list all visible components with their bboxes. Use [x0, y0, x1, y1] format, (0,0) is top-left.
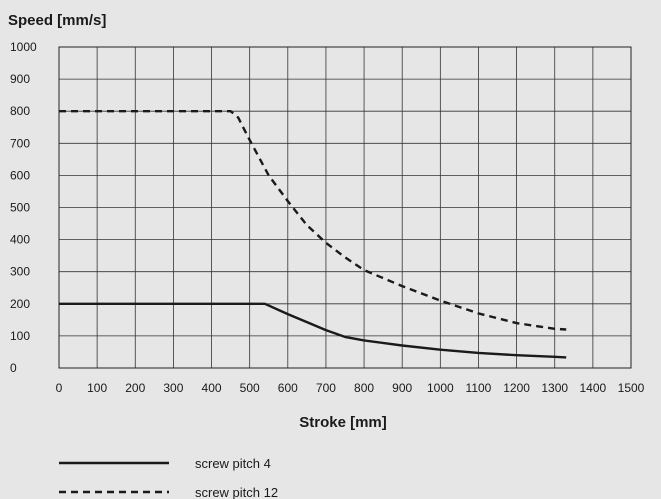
x-tick-label: 1100 — [466, 381, 492, 395]
y-tick-label: 0 — [10, 361, 17, 375]
y-tick-labels: 0 100 200 300 400 500 600 700 800 900 1000 — [10, 40, 37, 375]
x-tick-label: 100 — [87, 381, 107, 395]
legend: screw pitch 4 screw pitch 12 — [59, 456, 278, 499]
legend-label-1: screw pitch 4 — [195, 456, 271, 471]
x-tick-label: 1000 — [427, 381, 454, 395]
x-tick-label: 600 — [278, 381, 298, 395]
x-tick-label: 1400 — [580, 381, 607, 395]
y-tick-label: 200 — [10, 297, 30, 311]
x-tick-label: 300 — [163, 381, 183, 395]
y-tick-label: 900 — [10, 72, 30, 86]
x-tick-label: 200 — [125, 381, 145, 395]
y-tick-label: 400 — [10, 233, 30, 247]
y-tick-label: 600 — [10, 168, 30, 182]
plot-frame — [58, 46, 632, 369]
series-layer — [59, 109, 567, 359]
x-tick-label: 1200 — [503, 381, 530, 395]
x-tick-label: 700 — [316, 381, 336, 395]
y-tick-label: 800 — [10, 104, 30, 118]
series-line-1 — [59, 302, 567, 359]
y-tick-label: 300 — [10, 265, 30, 279]
x-tick-label: 800 — [354, 381, 374, 395]
y-tick-label: 700 — [10, 136, 30, 150]
grid — [58, 46, 632, 369]
x-tick-label: 500 — [240, 381, 260, 395]
x-tick-label: 400 — [202, 381, 222, 395]
legend-label-2: screw pitch 12 — [195, 485, 278, 499]
y-tick-label: 500 — [10, 201, 30, 215]
y-axis-title: Speed [mm/s] — [8, 12, 106, 29]
x-tick-label: 0 — [56, 381, 63, 395]
x-tick-label: 1500 — [618, 381, 645, 395]
y-tick-label: 1000 — [10, 40, 37, 54]
x-tick-label: 1300 — [541, 381, 568, 395]
y-tick-label: 100 — [10, 329, 30, 343]
series-line-2 — [59, 109, 567, 331]
x-axis-title: Stroke [mm] — [299, 414, 387, 431]
x-tick-label: 900 — [392, 381, 412, 395]
x-tick-labels: 0 100 200 300 400 500 600 700 800 900 1000 1100 1200… — [56, 381, 645, 395]
